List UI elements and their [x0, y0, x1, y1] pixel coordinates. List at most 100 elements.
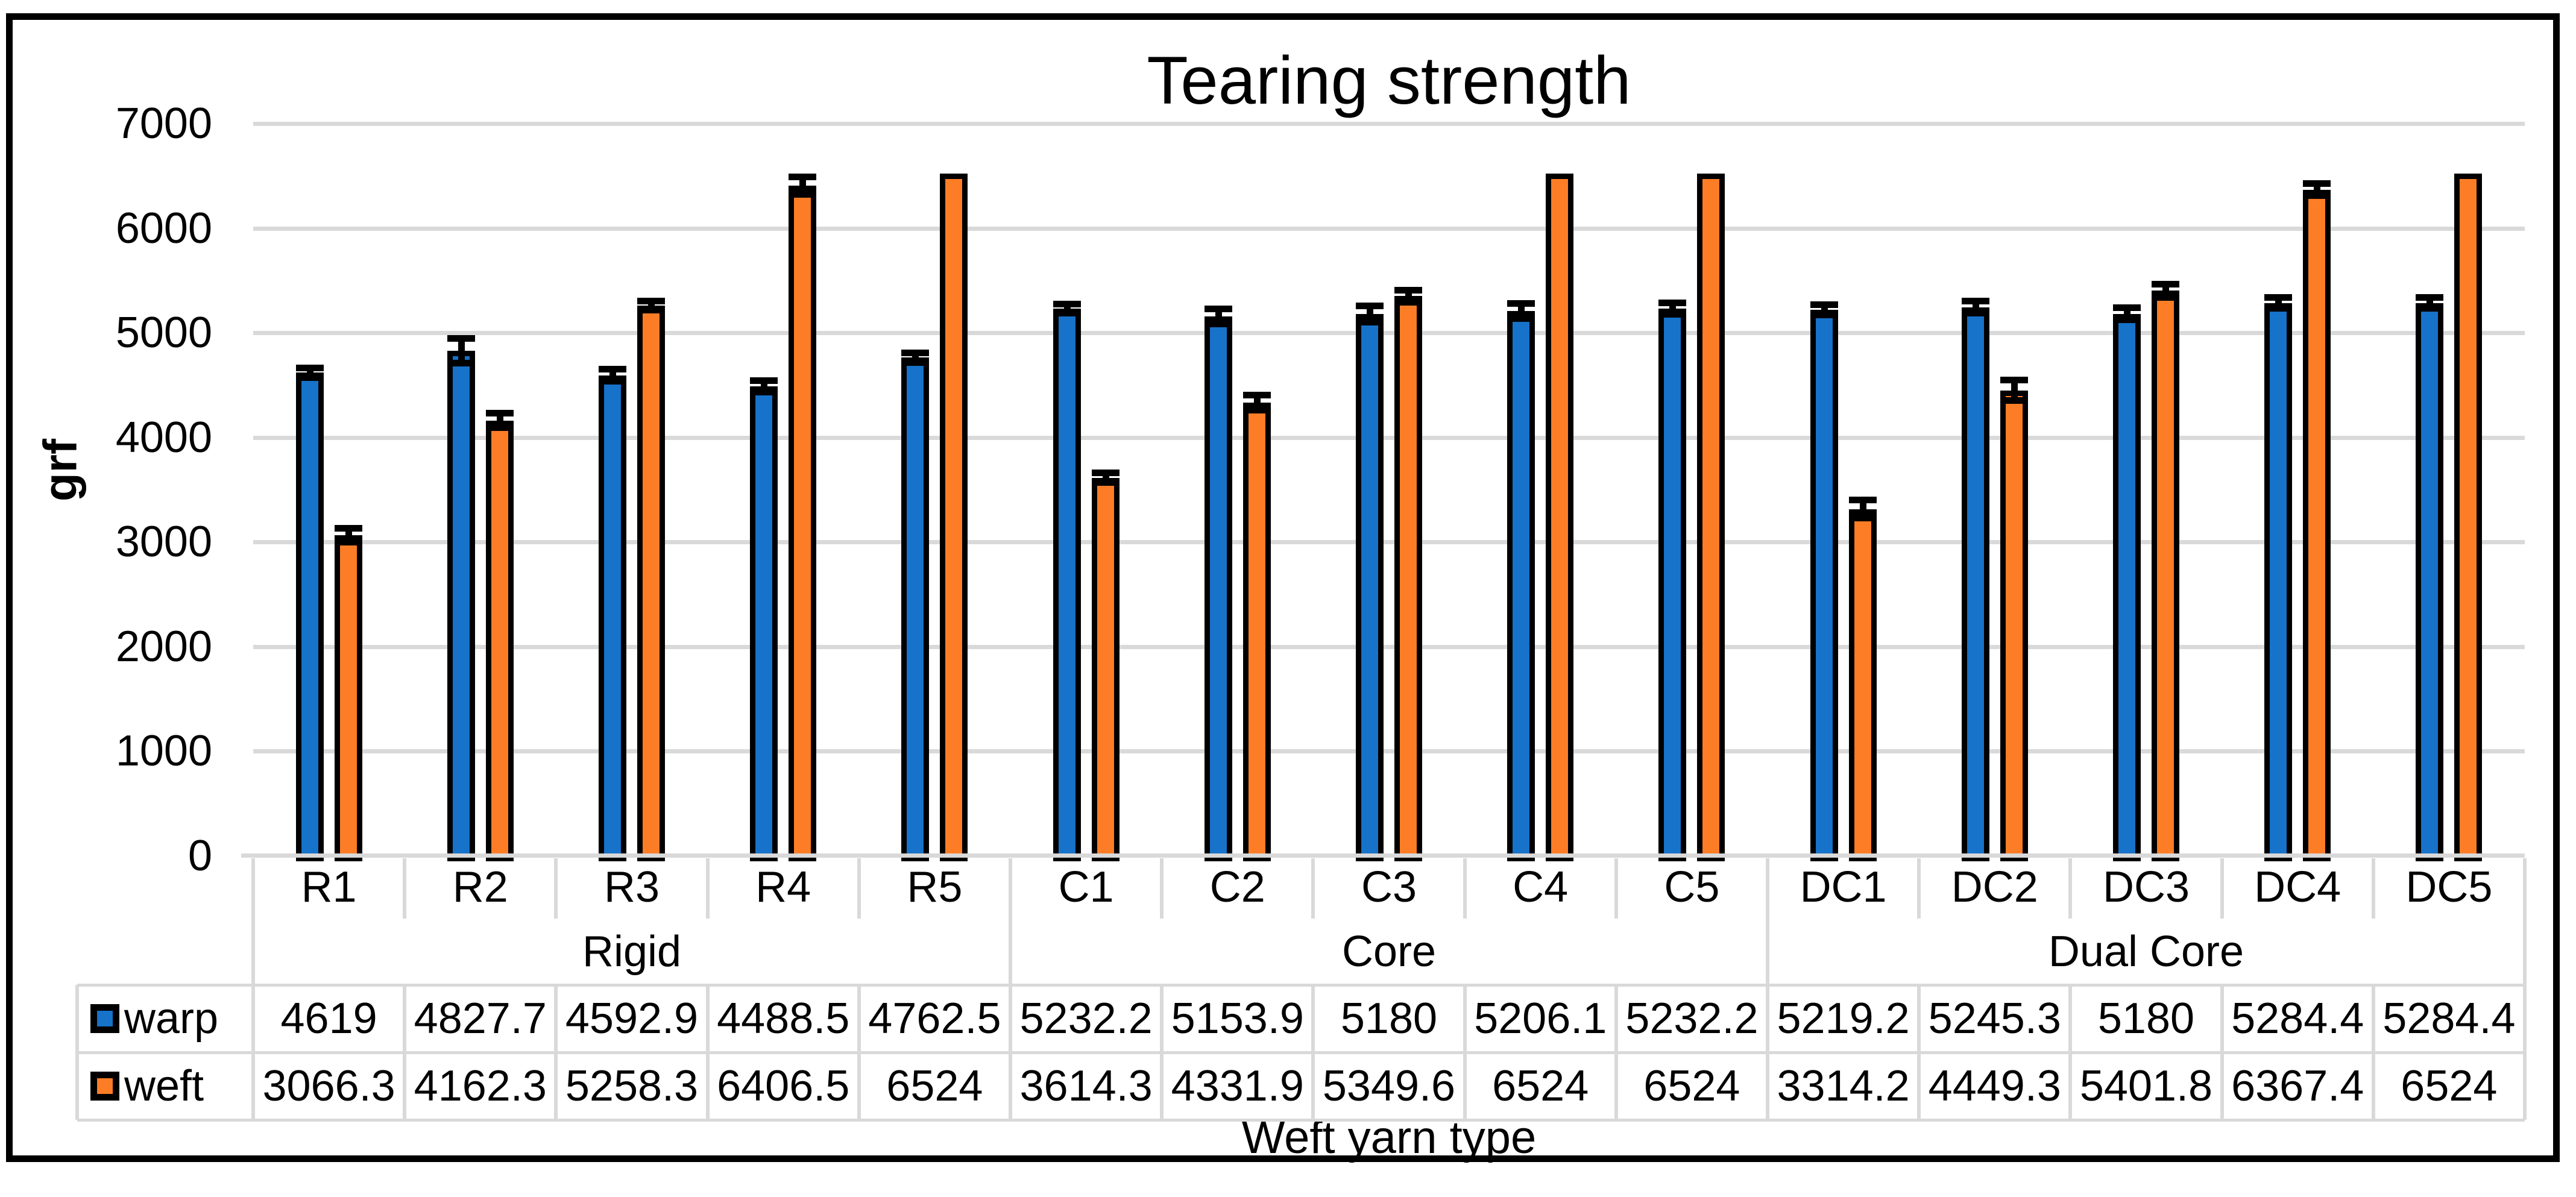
error-bar-line	[1367, 306, 1373, 322]
error-bar-line	[1405, 290, 1412, 303]
y-tick-label: 7000	[115, 99, 212, 148]
error-bar-cap	[1961, 309, 1989, 316]
error-bar-cap	[750, 389, 778, 396]
table-cell-warp-R3: 4592.9	[565, 994, 699, 1043]
error-bar-line	[1669, 302, 1677, 315]
error-bar-line	[1215, 309, 1222, 325]
table-cell-warp-R1: 4619	[280, 994, 377, 1043]
table-gridline-v	[2068, 985, 2073, 1120]
table-gridline-v	[1463, 858, 1467, 919]
error-bar-cap	[295, 364, 324, 371]
table-gridline-h	[77, 1051, 2525, 1054]
table-gridline-v	[1614, 858, 1618, 919]
table-gridline-v	[1766, 985, 1769, 1120]
bar-warp-DC2	[1961, 307, 1989, 861]
error-bar-line	[1518, 303, 1525, 319]
error-bar-cap	[295, 374, 324, 381]
bar-weft-R4	[789, 186, 817, 861]
y-tick-label: 6000	[115, 204, 212, 253]
x-axis-baseline	[241, 853, 2525, 858]
error-bar-line	[2162, 284, 2169, 298]
column-header-R3: R3	[603, 863, 660, 911]
error-bar-cap	[1204, 306, 1232, 313]
error-bar-cap	[2152, 281, 2179, 288]
error-bar-cap	[2264, 305, 2293, 312]
error-bar-cap	[637, 307, 665, 314]
error-bar-line	[2426, 297, 2434, 309]
group-label-dual-core: Dual Core	[2048, 928, 2244, 976]
bar-warp-DC5	[2416, 303, 2444, 861]
error-bar-line	[458, 338, 465, 363]
gridline	[253, 226, 2525, 231]
error-bar-line	[648, 301, 655, 311]
table-gridline-v	[2523, 858, 2527, 919]
table-gridline-v	[1917, 985, 1921, 1120]
error-bar-cap	[485, 410, 514, 417]
bar-warp-C4	[1507, 311, 1535, 861]
gridline	[253, 435, 2525, 440]
table-gridline-v	[1311, 858, 1315, 919]
table-gridline-h	[77, 984, 2525, 987]
bar-weft-C1	[1091, 477, 1120, 861]
error-bar-cap	[1658, 310, 1687, 318]
table-gridline-v	[1917, 858, 1921, 919]
error-bar-cap	[2113, 316, 2141, 324]
table-gridline-v	[1160, 985, 1164, 1120]
table-cell-weft-C5: 6524	[1643, 1062, 1740, 1110]
y-tick-label: 3000	[115, 518, 212, 567]
y-tick-label: 2000	[115, 622, 212, 671]
y-tick-label: 0	[187, 832, 212, 880]
error-bar-cap	[750, 377, 778, 384]
bar-warp-C5	[1658, 308, 1687, 861]
bar-weft-DC4	[2303, 189, 2331, 861]
table-cell-weft-R3: 5258.3	[565, 1062, 699, 1110]
error-bar-cap	[599, 366, 626, 373]
table-gridline-v	[2371, 985, 2375, 1120]
table-cell-weft-C1: 3614.3	[1019, 1062, 1153, 1110]
bar-weft-C2	[1242, 403, 1271, 861]
column-header-C5: C5	[1664, 863, 1720, 911]
error-bar-line	[1972, 301, 1979, 313]
table-cell-warp-DC2: 5245.3	[1928, 994, 2061, 1043]
bar-weft-R5	[940, 173, 968, 861]
error-bar-line	[912, 352, 919, 363]
bar-weft-R2	[485, 420, 514, 861]
bar-warp-DC1	[1810, 310, 1838, 861]
bar-weft-DC3	[2152, 291, 2179, 861]
bar-warp-R2	[447, 351, 475, 861]
table-gridline-v	[251, 985, 255, 1120]
table-gridline-v	[75, 985, 79, 1120]
error-bar-cap	[1658, 299, 1687, 306]
error-bar-cap	[447, 359, 475, 366]
error-bar-cap	[599, 378, 626, 385]
error-bar-cap	[1204, 321, 1232, 328]
table-cell-weft-DC4: 6367.4	[2231, 1062, 2364, 1110]
column-header-DC5: DC5	[2405, 863, 2493, 911]
table-cell-warp-C5: 5232.2	[1625, 994, 1759, 1043]
table-cell-weft-R4: 6406.5	[717, 1062, 850, 1110]
error-bar-cap	[2113, 304, 2141, 312]
table-cell-warp-DC4: 5284.4	[2231, 994, 2364, 1043]
error-bar-cap	[2303, 192, 2331, 200]
table-gridline-v	[2371, 858, 2375, 919]
gridline	[253, 540, 2525, 545]
error-bar-cap	[1356, 318, 1384, 325]
bar-warp-R3	[599, 375, 626, 861]
table-cell-weft-R1: 3066.3	[262, 1062, 395, 1110]
bar-warp-DC4	[2264, 303, 2293, 861]
table-cell-warp-DC3: 5180	[2097, 994, 2195, 1043]
table-gridline-v	[705, 985, 710, 1120]
table-gridline-v	[2220, 985, 2224, 1120]
error-bar-cap	[2264, 294, 2293, 301]
error-bar-cap	[2416, 305, 2444, 312]
error-bar-line	[1253, 395, 1261, 411]
bar-warp-R1	[295, 372, 324, 861]
table-gridline-v	[1160, 858, 1164, 919]
table-gridline-v	[1009, 858, 1012, 919]
error-bar-cap	[1507, 315, 1535, 322]
y-tick-label: 5000	[115, 309, 212, 357]
table-gridline-v	[2220, 858, 2224, 919]
column-header-R1: R1	[301, 863, 357, 911]
group-label-core: Core	[1341, 928, 1437, 976]
error-bar-line	[799, 177, 807, 195]
